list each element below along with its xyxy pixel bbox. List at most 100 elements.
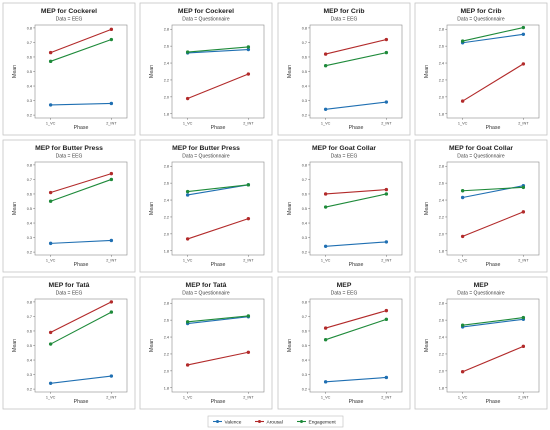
y-tick-label: 0.6	[302, 329, 307, 333]
y-tick-label: 0.8	[302, 300, 307, 304]
series-line-engagement	[462, 27, 524, 42]
x-axis-label: Phase	[486, 399, 501, 405]
panel-frame	[139, 276, 273, 410]
y-tick-label: 2.2	[164, 215, 169, 219]
data-point-arousal	[48, 190, 53, 195]
y-tick-label: 0.5	[27, 344, 32, 348]
data-point-engagement	[48, 199, 53, 203]
legend-label-arousal: Arousal	[267, 419, 283, 425]
y-tick-label: 0.4	[302, 222, 307, 226]
data-point-engagement	[246, 314, 251, 318]
data-point-arousal	[185, 237, 190, 241]
x-tick-label: 2_INT	[381, 122, 392, 126]
plot-area	[446, 298, 540, 393]
y-tick-label: 2.6	[164, 182, 169, 186]
y-tick-label: 0.6	[27, 192, 32, 196]
y-axis-label: Mean	[12, 65, 18, 78]
x-tick-label: 2_INT	[243, 396, 254, 400]
x-tick-label: 1_VC	[46, 259, 56, 263]
x-axis-label: Phase	[486, 262, 501, 268]
y-tick-label: 2.8	[439, 165, 444, 169]
series-line-arousal	[187, 351, 249, 366]
chart-title: MEP for Crib	[460, 8, 501, 15]
chart-subtitle: Data = EEG	[56, 291, 83, 297]
series-line-arousal	[50, 301, 112, 333]
x-tick-label: 1_VC	[183, 122, 193, 126]
panel-frame	[2, 276, 136, 410]
y-tick-label: 0.4	[27, 85, 32, 89]
chart-title: MEP	[337, 282, 352, 289]
series-line-engagement	[50, 178, 112, 202]
chart-panel-8: MEP for Goat Collar Data = Questionnaire 1…	[414, 139, 548, 273]
x-axis-label: Phase	[74, 399, 89, 405]
x-tick-label: 2_INT	[518, 396, 529, 400]
x-tick-label: 2_INT	[381, 396, 392, 400]
chart-subtitle: Data = EEG	[56, 17, 83, 23]
data-point-engagement	[48, 59, 53, 64]
data-point-valence	[323, 107, 328, 111]
chart-panel-10: MEP for Tatâ Data = Questionnaire 1.8 2.0 2.…	[139, 276, 273, 410]
y-tick-label: 0.6	[302, 55, 307, 59]
x-tick-label: 2_INT	[518, 259, 529, 263]
y-tick-label: 0.6	[27, 329, 32, 333]
y-tick-label: 0.2	[27, 251, 32, 255]
y-tick-label: 2.6	[439, 182, 444, 186]
data-point-valence	[48, 381, 53, 385]
y-tick-label: 0.8	[27, 163, 32, 167]
y-tick-label: 2.0	[439, 232, 444, 236]
data-point-engagement	[323, 337, 328, 342]
data-point-engagement	[323, 205, 328, 209]
y-tick-label: 0.7	[27, 315, 32, 319]
data-point-valence	[460, 195, 465, 200]
series-line-arousal	[325, 189, 387, 195]
y-tick-label: 0.7	[302, 178, 307, 182]
y-tick-label: 2.0	[439, 369, 444, 373]
x-tick-label: 1_VC	[183, 259, 193, 263]
y-tick-label: 0.3	[27, 236, 32, 240]
x-axis-label: Phase	[211, 262, 226, 268]
y-tick-label: 2.8	[164, 302, 169, 306]
chart-panel-2: MEP for Cockerel Data = Questionnaire 1.8 2…	[139, 2, 273, 136]
series-line-valence	[325, 376, 387, 383]
y-tick-label: 2.4	[164, 199, 169, 203]
x-tick-label: 2_INT	[106, 122, 117, 126]
series-line-valence	[187, 48, 249, 54]
y-axis-label: Mean	[12, 339, 18, 352]
data-point-valence	[323, 244, 328, 248]
chart-subtitle: Data = EEG	[331, 17, 358, 23]
y-tick-label: 2.8	[439, 28, 444, 32]
data-point-arousal	[48, 330, 53, 335]
y-tick-label: 0.8	[302, 163, 307, 167]
y-tick-label: 0.5	[27, 207, 32, 211]
panel-frame	[414, 139, 548, 273]
x-tick-label: 1_VC	[458, 396, 468, 400]
data-point-valence	[246, 47, 251, 52]
series-line-valence	[50, 239, 112, 244]
chart-subtitle: Data = Questionnaire	[457, 154, 505, 160]
y-axis-label: Mean	[424, 65, 430, 78]
chart-panel-4: MEP for Crib Data = Questionnaire 1.8 2.0 2.…	[414, 2, 548, 136]
data-point-valence	[323, 380, 328, 384]
y-axis-label: Mean	[424, 339, 430, 352]
data-point-engagement	[185, 50, 190, 54]
chart-panel-9: MEP for Tatâ Data = EEG 0.2 0.3 0.4 0.5 0.6 0.7…	[2, 276, 136, 410]
x-tick-label: 2_INT	[243, 259, 254, 263]
plot-area	[446, 24, 540, 119]
x-tick-label: 1_VC	[46, 122, 56, 126]
x-axis-label: Phase	[74, 262, 89, 268]
y-axis-label: Mean	[424, 202, 430, 215]
series-line-engagement	[325, 193, 387, 208]
x-tick-label: 2_INT	[106, 259, 117, 263]
series-line-arousal	[187, 218, 249, 240]
data-point-valence	[185, 193, 190, 197]
data-point-arousal	[246, 350, 251, 354]
data-point-engagement	[521, 315, 526, 320]
panel-frame	[277, 139, 411, 273]
y-tick-label: 0.2	[27, 114, 32, 118]
y-tick-label: 0.3	[27, 99, 32, 103]
x-axis-label: Phase	[349, 399, 364, 405]
chart-subtitle: Data = Questionnaire	[182, 291, 230, 297]
series-line-engagement	[50, 311, 112, 345]
series-line-engagement	[50, 39, 112, 62]
